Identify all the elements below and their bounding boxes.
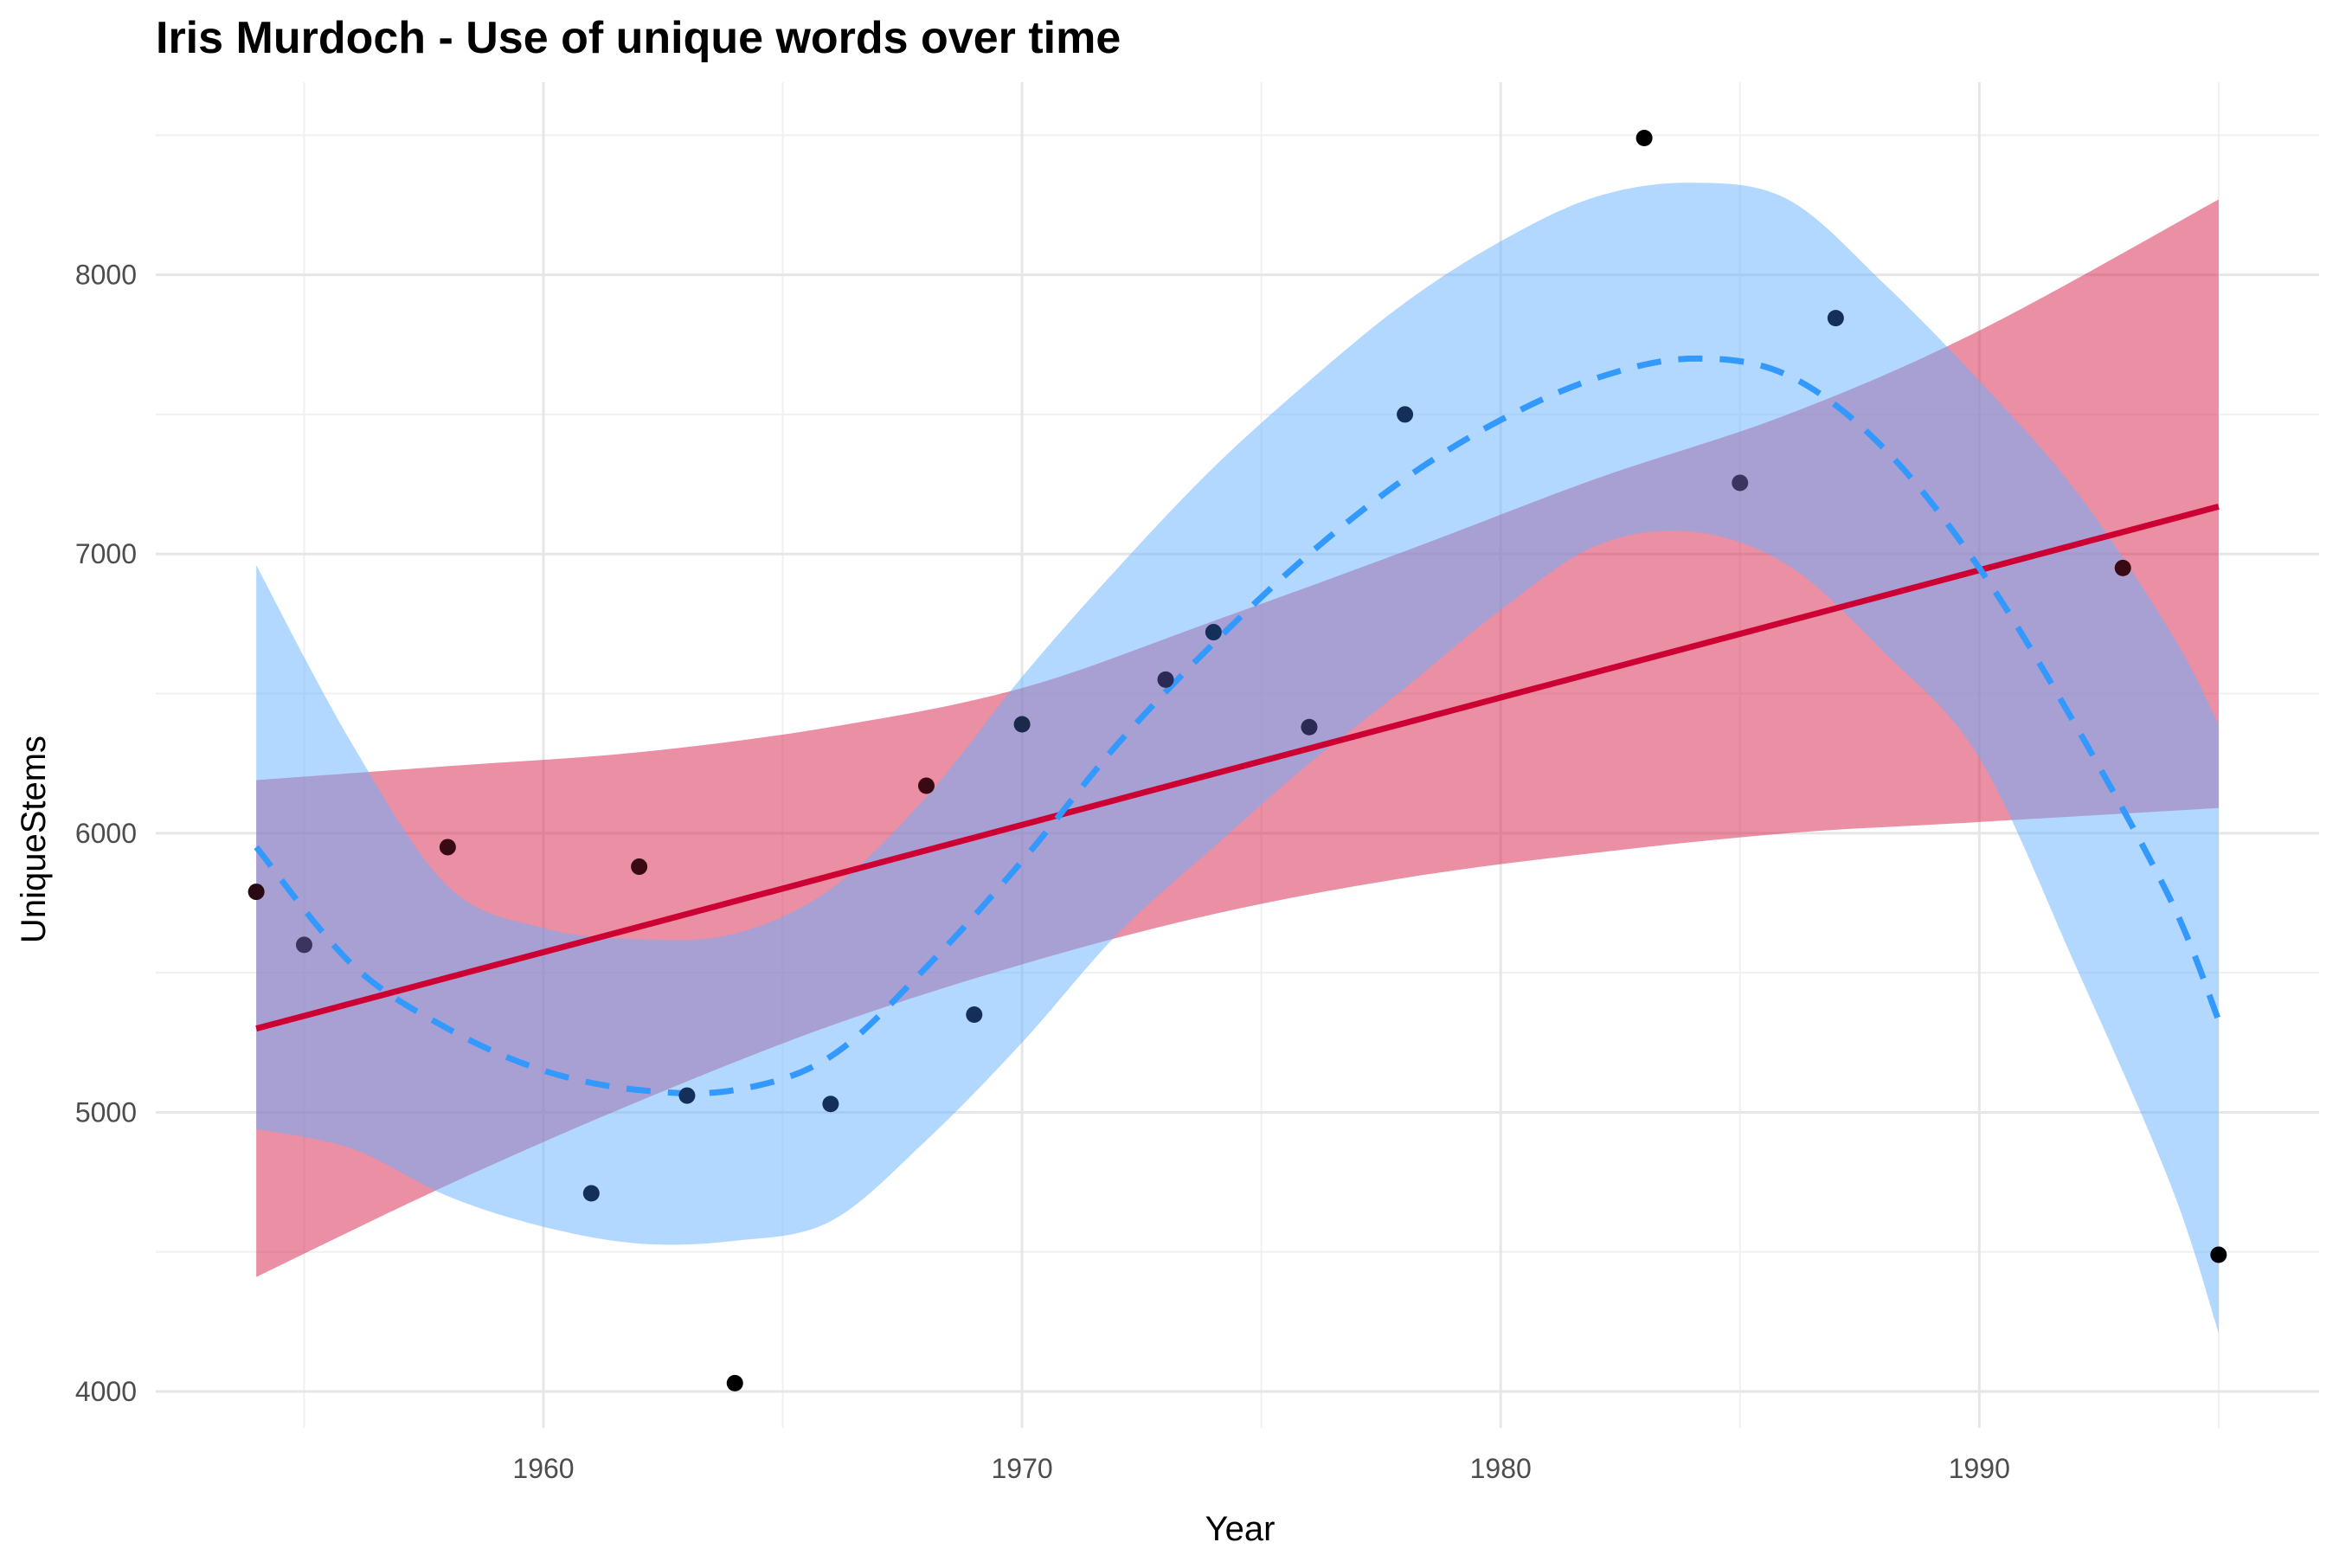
y-tick-label: 5000 <box>75 1096 137 1128</box>
x-axis-ticks: 1960 1970 1980 1990 <box>512 1453 2009 1484</box>
fit-line-linear <box>255 503 2220 1032</box>
data-points <box>247 130 2227 1391</box>
x-tick-label: 1970 <box>992 1453 1053 1484</box>
data-point <box>1732 474 1749 492</box>
x-tick-label: 1960 <box>512 1453 574 1484</box>
x-tick-label: 1990 <box>1949 1453 2010 1484</box>
data-point <box>678 1087 696 1104</box>
data-point <box>1157 671 1174 688</box>
data-point <box>1827 310 1844 327</box>
data-point <box>295 936 312 954</box>
data-point <box>439 839 456 856</box>
data-point <box>1013 716 1031 733</box>
y-axis-title: UniqueStems <box>15 736 53 943</box>
data-point <box>917 777 935 794</box>
data-point <box>2210 1246 2227 1263</box>
data-point <box>631 858 648 876</box>
data-point <box>1205 624 1222 641</box>
y-tick-label: 8000 <box>75 260 137 291</box>
x-axis-title: Year <box>1205 1510 1276 1548</box>
data-point <box>822 1096 839 1113</box>
data-point <box>726 1374 743 1391</box>
data-point <box>1635 130 1653 147</box>
data-point <box>1301 718 1318 736</box>
data-point <box>2114 559 2131 576</box>
data-point <box>582 1185 600 1202</box>
chart-title: Iris Murdoch - Use of unique words over … <box>156 13 1121 63</box>
confidence-bands <box>256 183 2219 1333</box>
x-tick-label: 1980 <box>1470 1453 1532 1484</box>
data-point <box>966 1006 983 1024</box>
fit-lines <box>254 355 2222 1097</box>
y-tick-label: 6000 <box>75 818 137 849</box>
confidence-band-loess <box>256 183 2219 1333</box>
y-tick-label: 4000 <box>75 1376 137 1407</box>
y-tick-label: 7000 <box>75 538 137 569</box>
fit-line-loess <box>254 355 2222 1097</box>
y-axis-ticks: 4000 5000 6000 7000 8000 <box>75 260 137 1407</box>
data-point <box>1397 406 1414 423</box>
data-point <box>247 884 265 901</box>
